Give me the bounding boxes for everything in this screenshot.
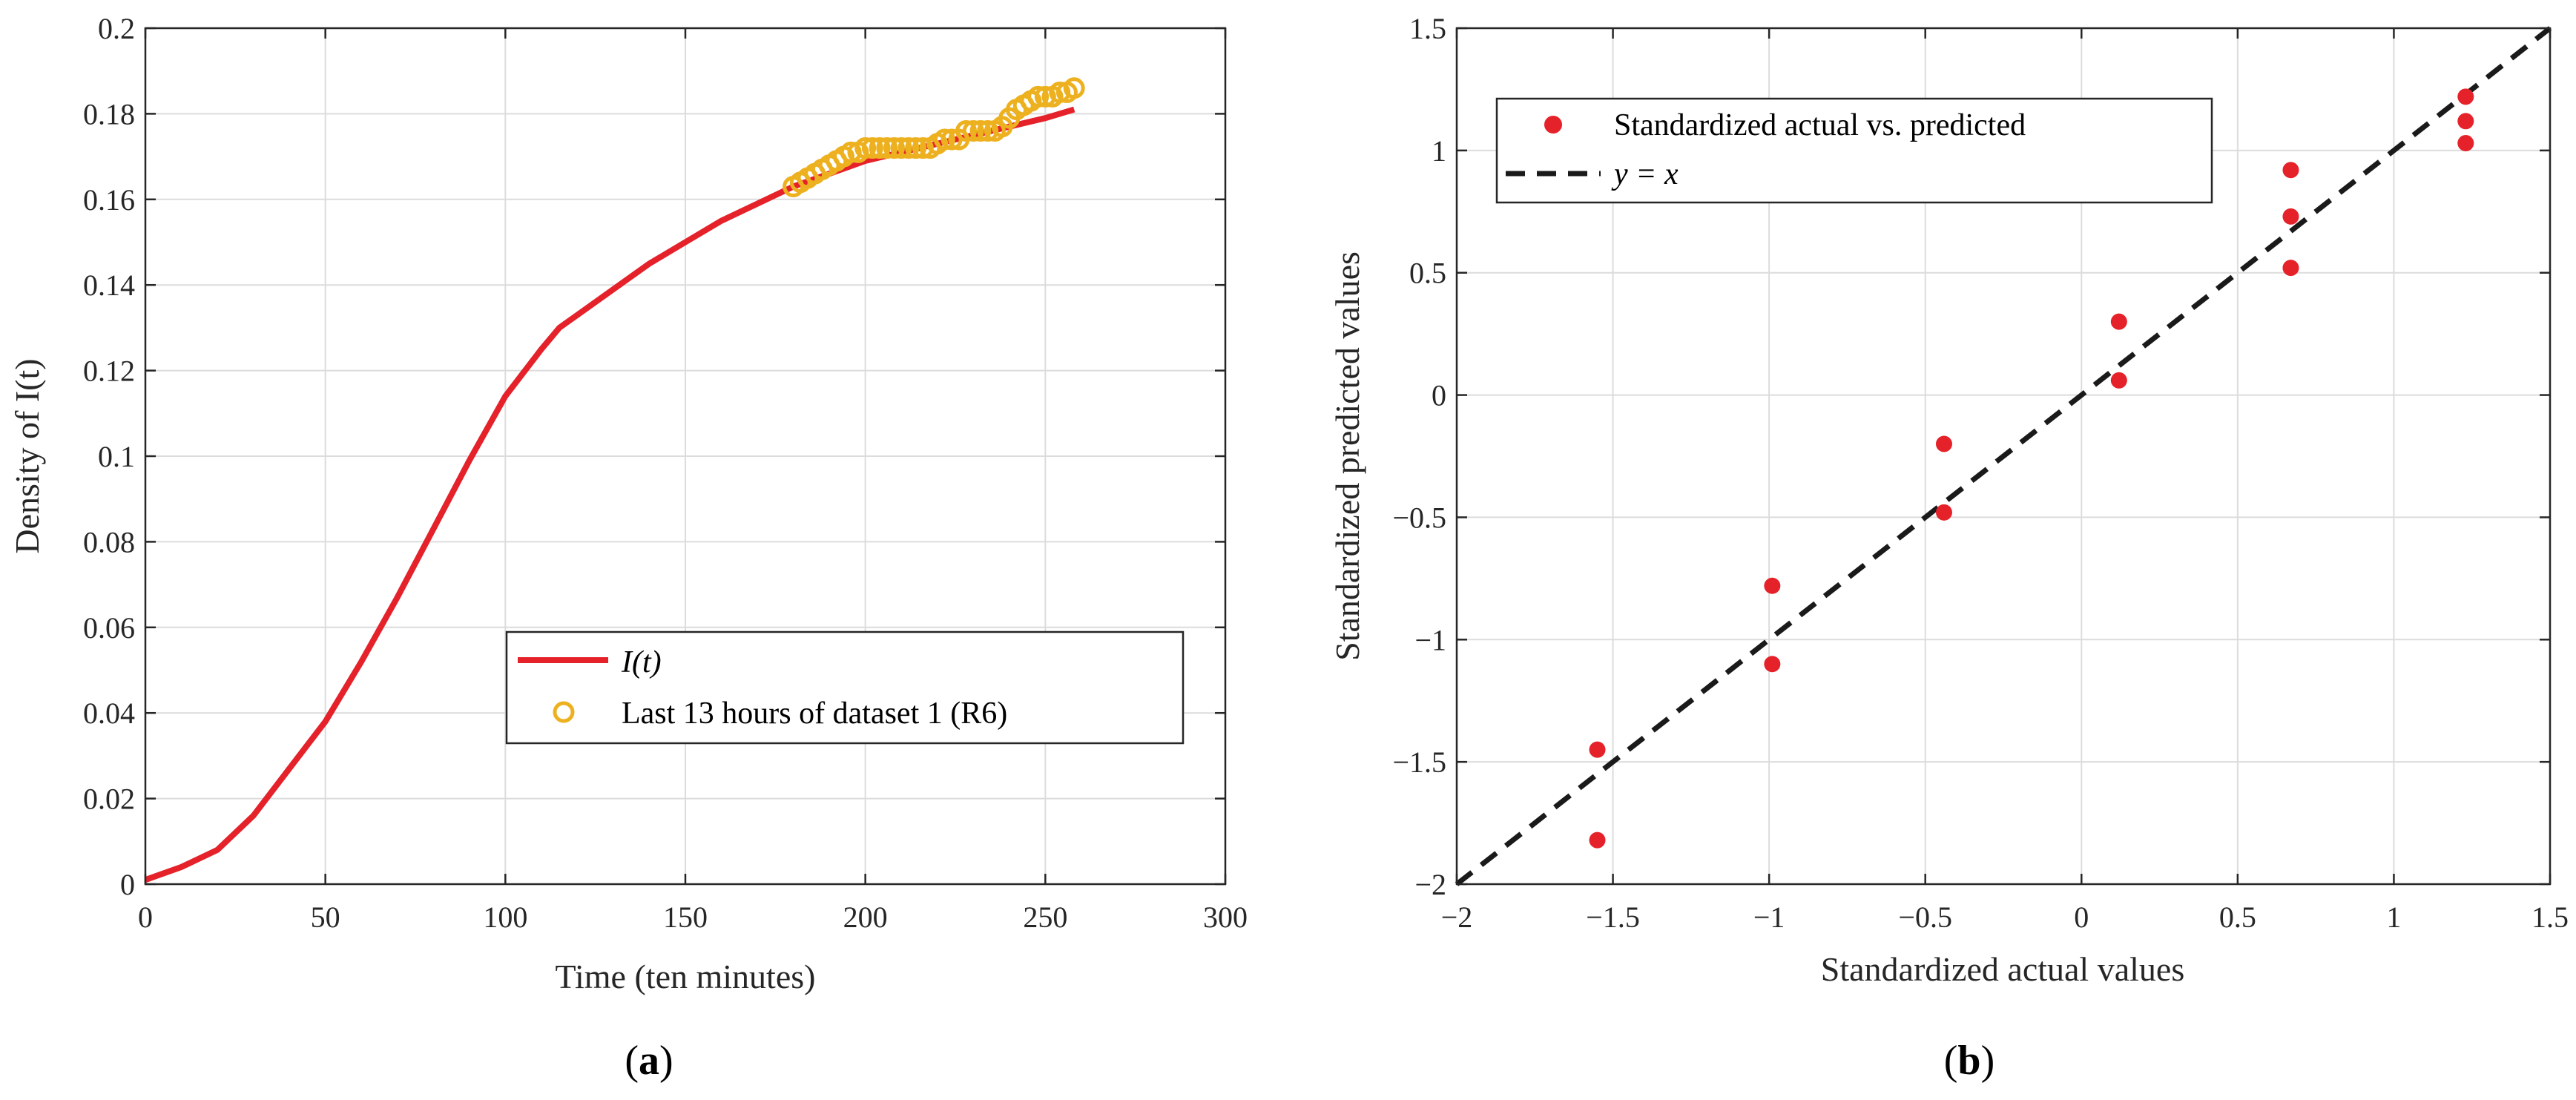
y-tick-label: −2 bbox=[1414, 868, 1446, 901]
dataset-marker bbox=[1027, 85, 1050, 108]
y-tick-label: 0.1 bbox=[98, 440, 135, 473]
y-tick-label: 0.16 bbox=[83, 183, 135, 217]
x-tick-label: 300 bbox=[1203, 900, 1248, 934]
scatter-point bbox=[1935, 504, 1952, 521]
dataset-marker bbox=[977, 119, 999, 142]
y-tick-label: 1.5 bbox=[1409, 12, 1446, 45]
y-tick-label: 0.02 bbox=[83, 783, 135, 816]
chart-a-legend-label-1: I(t) bbox=[621, 645, 662, 679]
x-tick-label: 150 bbox=[663, 900, 708, 934]
chart-b: −2 −1.5 −1 −0.5 0 0.5 1 1.5 −2 −1.5 −1 −0.5 0 0.5 1 1.… bbox=[1328, 12, 2569, 1084]
x-tick-label: −2 bbox=[1441, 900, 1473, 934]
x-tick-label: 0 bbox=[2074, 900, 2089, 934]
dataset-marker bbox=[883, 137, 905, 159]
dataset-marker bbox=[955, 119, 978, 142]
chart-b-ylabel: Standardized predicted values bbox=[1328, 251, 1366, 661]
chart-a-y-ticks: 0 0.02 0.04 0.06 0.08 0.1 0.12 0.14 0.16 0.18 0.2 bbox=[83, 12, 1225, 901]
scatter-point bbox=[2457, 113, 2474, 130]
dataset-marker bbox=[869, 137, 891, 159]
y-tick-label: 0.18 bbox=[83, 97, 135, 131]
dataset-marker bbox=[861, 137, 883, 159]
x-tick-label: 0.5 bbox=[2219, 900, 2256, 934]
x-tick-label: 250 bbox=[1023, 900, 1067, 934]
scatter-point bbox=[1589, 741, 1606, 758]
scatter-point bbox=[2457, 88, 2474, 105]
x-tick-label: 1.5 bbox=[2531, 900, 2569, 934]
chart-a-ylabel: Density of I(t) bbox=[8, 358, 46, 553]
dataset-marker bbox=[933, 128, 955, 151]
scatter-point bbox=[2282, 260, 2299, 277]
scatter-point bbox=[2282, 162, 2299, 179]
scatter-point bbox=[1589, 831, 1606, 849]
scatter-point bbox=[2457, 134, 2474, 151]
chart-b-legend: Standardized actual vs. predicted y = x bbox=[1495, 97, 2213, 204]
y-tick-label: −1.5 bbox=[1392, 745, 1446, 779]
chart-a: 0 50 100 150 200 250 300 00.020.040.060.080.10… bbox=[8, 12, 1248, 1084]
scatter-point bbox=[2282, 208, 2299, 225]
x-tick-label: −0.5 bbox=[1898, 900, 1952, 934]
chart-b-legend-label-1: Standardized actual vs. predicted bbox=[1614, 108, 2026, 142]
chart-a-legend: I(t) Last 13 hours of dataset 1 (R6) bbox=[505, 630, 1185, 745]
y-tick-label: 0.12 bbox=[83, 355, 135, 388]
chart-a-legend-label-2: Last 13 hours of dataset 1 (R6) bbox=[622, 696, 1007, 731]
scatter-point bbox=[1764, 577, 1781, 594]
chart-b-panel-label: (b) bbox=[1944, 1038, 1994, 1084]
x-tick-label: −1.5 bbox=[1586, 900, 1640, 934]
scatter-point bbox=[1935, 435, 1952, 452]
y-tick-label: 0.5 bbox=[1409, 257, 1446, 290]
dataset-marker bbox=[912, 137, 934, 159]
chart-a-x-ticks: 0 50 100 150 200 250 300 bbox=[138, 28, 1248, 934]
y-tick-label: 0.08 bbox=[83, 525, 135, 559]
y-tick-label: 0 bbox=[1432, 379, 1446, 412]
chart-b-legend-box bbox=[1495, 97, 2213, 204]
chart-b-points bbox=[1589, 88, 2474, 849]
x-tick-label: 100 bbox=[483, 900, 527, 934]
chart-b-legend-label-2: y = x bbox=[1611, 157, 1679, 191]
x-tick-label: 200 bbox=[843, 900, 888, 934]
dataset-marker bbox=[876, 137, 898, 159]
y-tick-label: 0 bbox=[120, 868, 135, 901]
scatter-point bbox=[2110, 372, 2127, 389]
dataset-marker bbox=[1063, 77, 1085, 99]
chart-a-frame bbox=[144, 27, 1227, 886]
dataset-marker bbox=[897, 137, 920, 159]
chart-b-xlabel: Standardized actual values bbox=[1821, 950, 2184, 988]
chart-a-dataset-markers bbox=[783, 77, 1085, 197]
scatter-point bbox=[2110, 313, 2127, 330]
y-tick-label: −1 bbox=[1414, 623, 1446, 656]
chart-b-identity-line bbox=[1455, 26, 2552, 886]
y-tick-label: 0.14 bbox=[83, 269, 135, 302]
chart-a-panel-label: (a) bbox=[625, 1038, 673, 1084]
chart-b-frame bbox=[1455, 27, 2552, 886]
chart-a-xlabel: Time (ten minutes) bbox=[556, 958, 816, 995]
chart-a-grid bbox=[145, 27, 1226, 885]
dataset-marker bbox=[1049, 82, 1071, 104]
y-tick-label: 0.2 bbox=[98, 12, 135, 45]
chart-a-legend-circle-swatch bbox=[553, 701, 575, 723]
x-tick-label: 0 bbox=[138, 900, 153, 934]
scatter-point bbox=[1764, 656, 1781, 673]
chart-b-x-ticks: −2 −1.5 −1 −0.5 0 0.5 1 1.5 bbox=[1441, 28, 2569, 934]
chart-a-legend-box bbox=[505, 630, 1185, 745]
dataset-marker bbox=[962, 119, 984, 142]
x-tick-label: 50 bbox=[311, 900, 340, 934]
y-tick-label: 1 bbox=[1432, 134, 1446, 168]
x-tick-label: −1 bbox=[1753, 900, 1785, 934]
dataset-marker bbox=[890, 137, 912, 159]
dataset-marker bbox=[854, 137, 877, 159]
y-tick-label: −0.5 bbox=[1392, 501, 1446, 534]
dataset-marker bbox=[905, 137, 927, 159]
dataset-marker bbox=[1034, 85, 1056, 108]
x-tick-label: 1 bbox=[2386, 900, 2401, 934]
y-tick-label: 0.04 bbox=[83, 696, 135, 730]
dataset-marker bbox=[969, 119, 992, 142]
dataset-marker bbox=[840, 141, 862, 163]
chart-a-line-I bbox=[144, 106, 1075, 883]
chart-b-legend-dot-swatch bbox=[1544, 116, 1562, 134]
y-tick-label: 0.06 bbox=[83, 611, 135, 645]
